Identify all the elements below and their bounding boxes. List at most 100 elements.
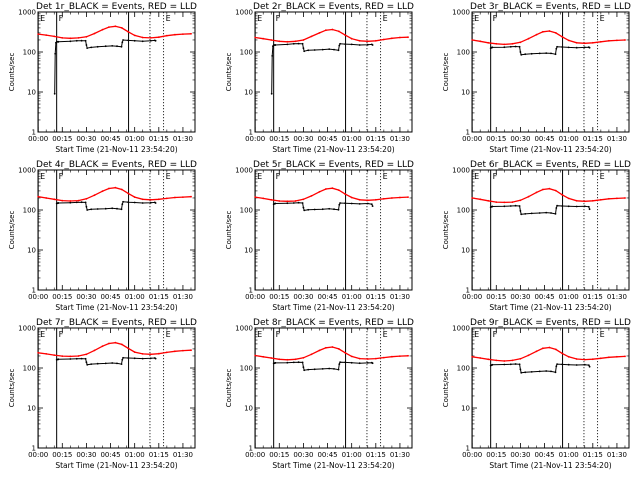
y-tick-label: 1000 bbox=[235, 9, 253, 17]
data-point-black bbox=[69, 358, 72, 360]
data-point-black bbox=[545, 52, 548, 54]
data-point-black bbox=[149, 39, 152, 42]
event-marker-label: F bbox=[493, 172, 498, 181]
data-point-black bbox=[121, 358, 124, 361]
series-line-red bbox=[255, 346, 409, 361]
data-point-black bbox=[85, 44, 88, 46]
data-point-black bbox=[302, 47, 305, 49]
data-point-black bbox=[133, 39, 136, 42]
event-marker-label: E bbox=[40, 172, 45, 181]
data-point-red bbox=[77, 37, 80, 39]
x-tick-label: 00:00 bbox=[245, 451, 265, 459]
data-point-red bbox=[127, 347, 130, 350]
panel-title: Det 2r_BLACK = Events, RED = LLD bbox=[253, 2, 414, 12]
data-point-red bbox=[350, 37, 353, 40]
data-point-black bbox=[292, 361, 295, 364]
x-tick-label: 01:15 bbox=[583, 293, 603, 301]
data-point-black bbox=[519, 210, 522, 212]
data-point-red bbox=[542, 188, 544, 191]
data-point-red bbox=[554, 348, 557, 351]
data-point-red bbox=[262, 197, 265, 200]
data-point-black bbox=[57, 40, 60, 43]
data-point-black bbox=[587, 205, 590, 208]
data-point-red bbox=[554, 32, 557, 34]
data-point-red bbox=[591, 199, 594, 202]
data-point-red bbox=[503, 360, 506, 362]
data-point-black bbox=[333, 208, 335, 211]
data-point-black bbox=[339, 361, 341, 364]
data-point-black bbox=[561, 363, 564, 366]
data-point-black bbox=[583, 363, 586, 366]
x-tick-label: 01:15 bbox=[149, 135, 169, 143]
data-point-black bbox=[518, 45, 521, 48]
x-tick-label: 00:30 bbox=[76, 135, 96, 143]
data-point-black bbox=[358, 203, 361, 205]
panel-det-7: Det 7r_BLACK = Events, RED = LLD Counts/s… bbox=[8, 318, 197, 470]
data-point-red bbox=[270, 357, 273, 359]
panel-det-3: Det 3r_BLACK = Events, RED = LLD Counts/s… bbox=[442, 2, 631, 154]
data-point-black bbox=[538, 370, 541, 373]
x-tick-label: 00:15 bbox=[269, 293, 289, 301]
data-point-red bbox=[471, 355, 474, 358]
data-point-black bbox=[587, 364, 590, 366]
y-tick-label: 1000 bbox=[18, 325, 36, 333]
series-line-black bbox=[275, 202, 374, 211]
data-point-red bbox=[599, 357, 602, 360]
data-point-red bbox=[149, 353, 152, 356]
data-point-red bbox=[310, 353, 313, 356]
data-point-black bbox=[75, 39, 78, 42]
event-marker-label: F bbox=[276, 14, 281, 23]
data-point-black bbox=[519, 368, 522, 371]
series-line-red bbox=[38, 342, 192, 358]
data-point-red bbox=[53, 35, 56, 38]
x-tick-label: 01:30 bbox=[173, 135, 193, 143]
data-point-black bbox=[302, 366, 305, 369]
event-marker-label: F bbox=[59, 172, 64, 181]
data-point-black bbox=[104, 362, 107, 365]
y-tick-label: 1 bbox=[249, 129, 253, 137]
data-point-black bbox=[588, 46, 591, 49]
x-tick-label: 00:00 bbox=[462, 293, 482, 301]
data-point-red bbox=[567, 355, 570, 358]
data-point-black bbox=[503, 46, 506, 49]
data-point-red bbox=[310, 35, 313, 38]
data-point-black bbox=[149, 357, 152, 360]
data-point-red bbox=[337, 348, 340, 350]
event-marker-label: F bbox=[276, 330, 281, 339]
x-axis-label: Start Time (21-Nov-11 23:54:20) bbox=[489, 461, 611, 470]
x-tick-label: 01:15 bbox=[366, 451, 386, 459]
data-point-black bbox=[556, 363, 558, 365]
event-marker-label: E bbox=[166, 172, 171, 181]
y-tick-label: 10 bbox=[244, 247, 253, 255]
data-point-black bbox=[111, 207, 114, 210]
series-line-red bbox=[472, 346, 626, 362]
x-tick-label: 01:15 bbox=[366, 135, 386, 143]
x-tick-label: 01:00 bbox=[559, 451, 579, 459]
data-point-black bbox=[554, 371, 557, 374]
y-tick-label: 10 bbox=[244, 89, 253, 97]
data-point-black bbox=[588, 365, 591, 368]
data-point-black bbox=[344, 202, 347, 205]
data-point-red bbox=[133, 351, 136, 353]
data-point-red bbox=[270, 198, 273, 201]
data-point-red bbox=[108, 26, 110, 28]
y-axis-label: Counts/sec bbox=[442, 369, 450, 408]
data-point-black bbox=[509, 363, 512, 366]
data-point-red bbox=[374, 357, 377, 360]
data-point-red bbox=[527, 195, 530, 198]
y-tick-label: 100 bbox=[23, 365, 36, 373]
data-point-black bbox=[271, 55, 274, 57]
event-marker-label: E bbox=[474, 330, 479, 339]
data-point-black bbox=[337, 368, 340, 371]
panel-title: Det 5r_BLACK = Events, RED = LLD bbox=[253, 160, 414, 170]
data-point-black bbox=[96, 208, 99, 210]
data-point-black bbox=[514, 204, 517, 207]
data-point-black bbox=[328, 48, 331, 50]
data-point-red bbox=[519, 41, 522, 44]
data-point-red bbox=[391, 37, 393, 40]
data-point-black bbox=[69, 201, 72, 204]
data-point-red bbox=[479, 357, 482, 359]
data-point-black bbox=[86, 363, 89, 366]
data-point-black bbox=[575, 364, 578, 366]
data-point-black bbox=[550, 212, 552, 214]
